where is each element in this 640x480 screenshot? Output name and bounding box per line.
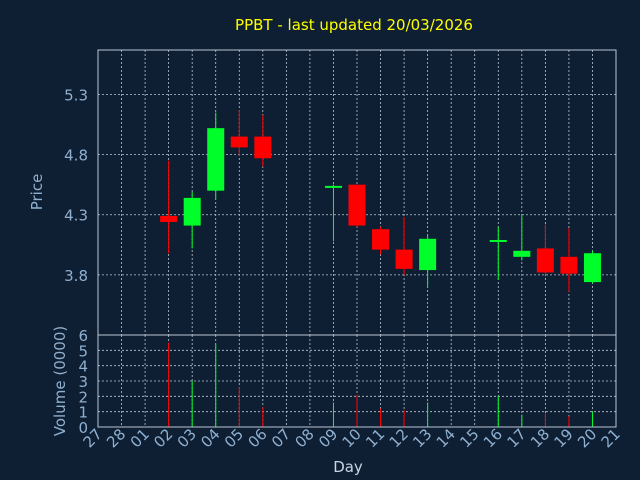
candle-body — [419, 238, 437, 271]
volume-tick-label: 3 — [78, 373, 88, 391]
day-tick-label: 14 — [433, 425, 459, 451]
volume-tick-label: 5 — [78, 342, 88, 360]
candle-body — [536, 248, 554, 273]
day-tick-label: 16 — [480, 425, 506, 451]
volume-axis-label: Volume (0000) — [51, 326, 69, 436]
price-tick-label: 5.3 — [64, 86, 88, 104]
day-tick-label: 18 — [527, 425, 553, 451]
candle-body — [513, 250, 531, 257]
candle-body — [254, 136, 272, 159]
candle-body — [348, 184, 366, 226]
day-tick-label: 05 — [221, 425, 247, 451]
volume-tick-label: 1 — [78, 404, 88, 422]
day-tick-label: 03 — [174, 425, 200, 451]
volume-tick-label: 6 — [78, 327, 88, 345]
candle-body — [560, 256, 578, 274]
price-tick-label: 3.8 — [64, 267, 88, 285]
day-tick-label: 28 — [103, 425, 129, 451]
day-tick-label: 20 — [574, 425, 600, 451]
day-tick-label: 17 — [503, 425, 529, 451]
day-tick-label: 06 — [244, 425, 270, 451]
day-tick-label: 07 — [268, 425, 294, 451]
chart-title: PPBT - last updated 20/03/2026 — [235, 16, 473, 34]
grid — [98, 50, 616, 427]
day-tick-label: 04 — [197, 425, 223, 451]
volume-bars — [168, 342, 593, 427]
day-tick-label: 13 — [409, 425, 435, 451]
volume-panel-frame — [97, 334, 617, 428]
day-tick-label: 19 — [551, 425, 577, 451]
candle-body — [324, 185, 342, 188]
price-axis: 5.3 4.8 4.3 3.8 — [64, 86, 88, 284]
price-tick-label: 4.8 — [64, 147, 88, 165]
day-tick-label: 21 — [598, 425, 624, 451]
candle-body — [372, 229, 390, 250]
day-axis-label: Day — [333, 458, 363, 476]
day-tick-label: 10 — [339, 425, 365, 451]
candle-body — [160, 215, 178, 222]
day-tick-label: 09 — [315, 425, 341, 451]
volume-tick-label: 2 — [78, 388, 88, 406]
price-tick-label: 4.3 — [64, 207, 88, 225]
day-tick-label: 02 — [150, 425, 176, 451]
volume-tick-label: 4 — [78, 358, 88, 376]
candle-body — [207, 128, 225, 191]
candle-body — [230, 136, 248, 148]
candle-body — [583, 253, 601, 283]
price-axis-label: Price — [28, 174, 46, 211]
day-tick-label: 11 — [362, 425, 388, 451]
day-tick-label: 01 — [127, 425, 153, 451]
volume-tick-label: 0 — [78, 419, 88, 437]
day-tick-label: 15 — [456, 425, 482, 451]
candle-body — [489, 240, 507, 242]
day-axis: 2728010203040506070809101112131415161718… — [80, 425, 624, 451]
candles — [160, 110, 601, 292]
candle-body — [183, 197, 201, 226]
candle-body — [395, 249, 413, 269]
day-tick-label: 08 — [292, 425, 318, 451]
day-tick-label: 12 — [386, 425, 412, 451]
